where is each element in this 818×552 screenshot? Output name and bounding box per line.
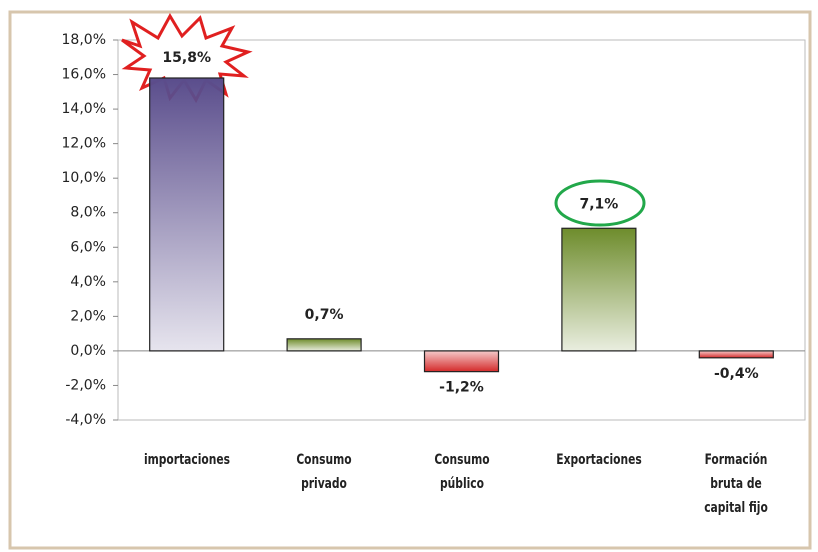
y-tick-label: -2,0% <box>65 377 106 393</box>
data-label: -0,4% <box>714 366 759 382</box>
y-tick-label: 0,0% <box>70 343 106 359</box>
y-tick-label: 12,0% <box>62 136 106 152</box>
x-tick-label: Formación bruta de capital fijo <box>704 452 769 516</box>
y-tick-label: 14,0% <box>62 101 106 117</box>
data-label: 7,1% <box>579 196 618 212</box>
y-tick-label: 16,0% <box>62 67 106 83</box>
y-tick-label: 2,0% <box>70 308 106 324</box>
x-tick-label: importaciones <box>143 452 230 468</box>
x-tick-label: Consumo público <box>433 452 490 492</box>
data-label: 15,8% <box>162 50 211 66</box>
bar <box>698 350 774 359</box>
x-tick-label: Exportaciones <box>556 452 642 468</box>
y-tick-label: 8,0% <box>70 205 106 221</box>
x-tick-label: Consumo privado <box>296 452 352 492</box>
data-label: -1,2% <box>439 380 484 396</box>
bar <box>561 227 637 352</box>
y-tick-label: 4,0% <box>70 274 106 290</box>
y-tick-label: 6,0% <box>70 239 106 255</box>
bar <box>423 350 500 373</box>
bar <box>149 77 225 352</box>
bar <box>286 338 362 352</box>
ellipse-highlight <box>554 179 646 227</box>
y-tick-label: 10,0% <box>62 170 106 186</box>
data-label: 0,7% <box>305 307 344 323</box>
y-tick-label: 18,0% <box>62 32 106 48</box>
y-tick-label: -4,0% <box>65 412 106 428</box>
